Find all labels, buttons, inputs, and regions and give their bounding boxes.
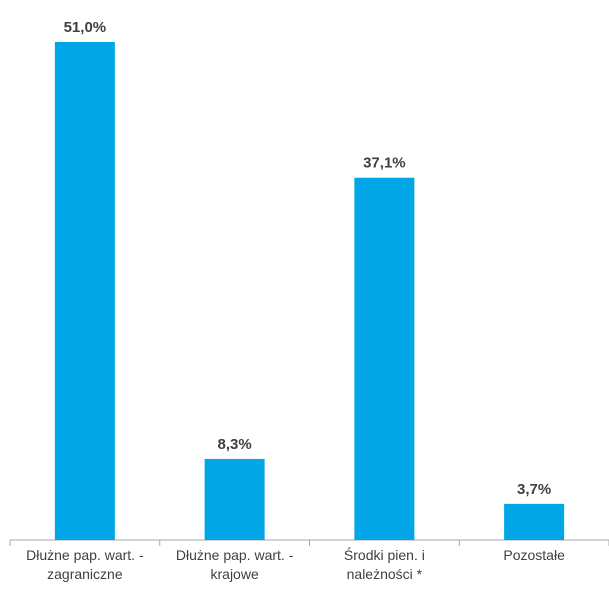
category-label: Dłużne pap. wart. -zagraniczne <box>26 547 144 582</box>
data-label: 3,7% <box>517 481 551 498</box>
category-label: Pozostałe <box>503 547 565 563</box>
bar <box>354 177 415 540</box>
category-label: Dłużne pap. wart. -krajowe <box>176 547 294 582</box>
category-label: Środki pien. i należności * <box>344 546 425 582</box>
data-label: 51,0% <box>64 19 107 36</box>
bar <box>204 458 265 540</box>
data-label: 8,3% <box>218 436 252 453</box>
data-label: 37,1% <box>363 155 406 172</box>
bar <box>504 503 565 540</box>
bar <box>54 42 115 540</box>
